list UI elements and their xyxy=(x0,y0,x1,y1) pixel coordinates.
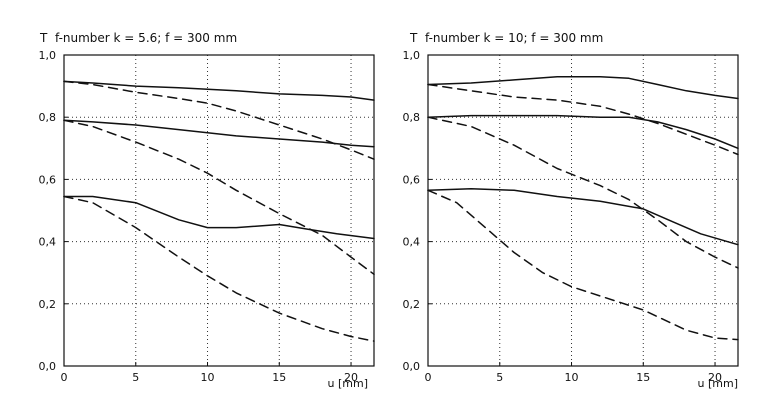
x-tick-label: 10 xyxy=(565,371,579,384)
x-tick-label: 15 xyxy=(636,371,650,384)
y-tick-label: 0,8 xyxy=(39,111,57,124)
series-line-solid-1 xyxy=(427,76,739,100)
series-line-solid-1 xyxy=(63,80,375,101)
series-line-solid-3 xyxy=(63,119,375,148)
y-tick-label: 0,2 xyxy=(403,298,421,311)
y-tick-label: 0,4 xyxy=(403,236,421,249)
y-tick-label: 1,0 xyxy=(403,49,421,62)
y-tick-label: 0,6 xyxy=(403,173,421,186)
series-line-dashed-4 xyxy=(63,119,375,276)
series-line-solid-3 xyxy=(427,114,739,150)
series-line-dashed-6 xyxy=(427,189,739,341)
series-line-solid-5 xyxy=(427,187,739,246)
chart-title: f-number k = 5.6; f = 300 mm xyxy=(55,31,237,45)
y-tick-label: 0,8 xyxy=(403,111,421,124)
series-line-dashed-2 xyxy=(427,83,739,156)
plot-frame xyxy=(63,54,375,367)
x-tick-label: 10 xyxy=(201,371,215,384)
y-tick-label: 0,4 xyxy=(39,236,57,249)
y-tick-label: 1,0 xyxy=(39,49,57,62)
x-tick-label: 20 xyxy=(708,371,722,384)
series-line-dashed-2 xyxy=(63,80,375,160)
chart-title: f-number k = 10; f = 300 mm xyxy=(425,31,603,45)
plot-frame xyxy=(427,54,739,367)
series-line-dashed-6 xyxy=(63,195,375,342)
y-axis-label: T xyxy=(39,31,48,45)
x-tick-label: 0 xyxy=(61,371,68,384)
y-tick-label: 0,6 xyxy=(39,173,57,186)
y-tick-label: 0,0 xyxy=(39,360,57,373)
chart-right: T f-number k = 10; f = 300 mm u [mm] 0 5 1… xyxy=(403,31,739,390)
series-line-dashed-4 xyxy=(427,116,739,269)
series-line-solid-5 xyxy=(63,195,375,240)
x-axis-label: u [mm] xyxy=(698,377,738,390)
x-tick-label: 5 xyxy=(132,371,139,384)
x-tick-label: 5 xyxy=(496,371,503,384)
x-tick-label: 0 xyxy=(425,371,432,384)
chart-left: T f-number k = 5.6; f = 300 mm u [mm] 0 5… xyxy=(39,31,375,390)
y-axis-label: T xyxy=(409,31,418,45)
y-tick-label: 0,0 xyxy=(403,360,421,373)
x-tick-label: 15 xyxy=(272,371,286,384)
x-axis-label: u [mm] xyxy=(328,377,368,390)
y-tick-label: 0,2 xyxy=(39,298,57,311)
x-tick-label: 20 xyxy=(344,371,358,384)
